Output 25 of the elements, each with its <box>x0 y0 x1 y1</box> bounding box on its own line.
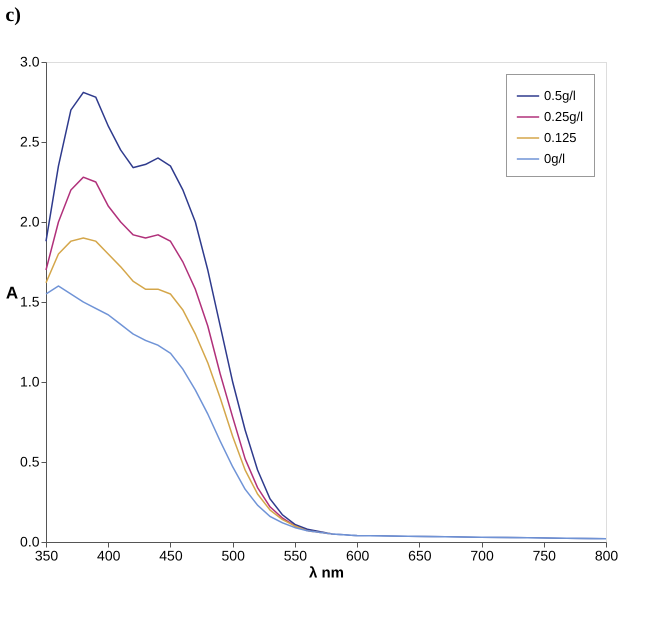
x-axis-title: λ nm <box>308 564 344 582</box>
x-tick-label: 800 <box>594 548 618 564</box>
x-tick-label: 750 <box>532 548 556 564</box>
y-tick-label: 2.5 <box>20 134 40 150</box>
x-tick-label: 400 <box>97 548 121 564</box>
x-tick-label: 350 <box>34 548 58 564</box>
x-tick-label: 550 <box>284 548 308 564</box>
y-tick-label: 1.0 <box>20 374 40 390</box>
y-tick-label: 0.0 <box>20 534 40 550</box>
line-series <box>45 285 607 540</box>
y-tick-label: 0.5 <box>20 454 40 470</box>
x-tick-label: 600 <box>346 548 370 564</box>
legend-label: 0.25g/l <box>544 109 584 124</box>
y-axis-title: A <box>6 284 18 302</box>
y-tick-label: 3.0 <box>20 54 40 70</box>
legend-label: 0.5g/l <box>544 88 576 103</box>
x-tick-label: 500 <box>221 548 246 564</box>
x-tick-label: 700 <box>470 548 494 564</box>
y-tick-label: 2.0 <box>20 214 40 230</box>
y-tick-label: 1.5 <box>20 294 40 310</box>
x-tick-label: 650 <box>408 548 432 564</box>
legend-label: 0g/l <box>544 151 566 166</box>
x-tick-label: 450 <box>159 548 183 564</box>
legend-label: 0.125 <box>544 130 577 145</box>
chart-title: c) <box>5 4 21 26</box>
